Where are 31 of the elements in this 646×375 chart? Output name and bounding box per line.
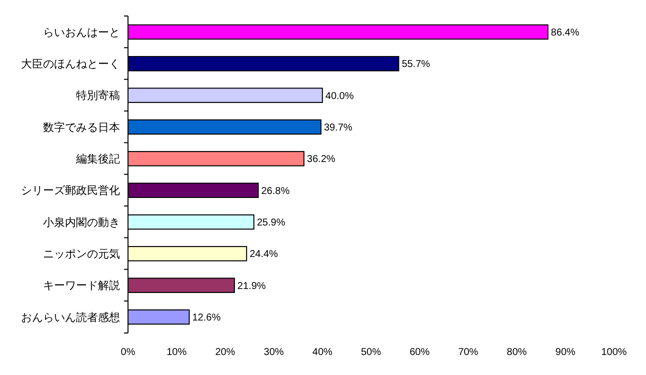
y-tick-label: シリーズ郵政民営化 <box>21 184 120 198</box>
x-tick-label: 30% <box>264 347 284 358</box>
x-tick-label: 60% <box>410 347 430 358</box>
y-tick-label: 大臣のほんねとーく <box>21 58 120 71</box>
data-label: 86.4% <box>550 27 580 38</box>
y-tick-label: らいおんはーと <box>43 26 120 39</box>
data-label: 25.9% <box>256 218 286 229</box>
data-label: 26.8% <box>261 186 290 197</box>
data-label: 12.6% <box>192 312 221 324</box>
y-tick-label: 編集後記 <box>75 152 120 166</box>
data-label: 55.7% <box>402 59 430 70</box>
x-tick-label: 20% <box>215 347 236 358</box>
x-tick-label: 70% <box>458 347 478 358</box>
y-tick-label: おんらいん読者感想 <box>21 310 120 324</box>
x-tick-label: 100% <box>601 347 627 358</box>
y-tick-label: 特別寄稿 <box>76 89 120 102</box>
data-label: 24.4% <box>250 249 278 260</box>
data-label: 39.7% <box>324 122 352 134</box>
x-tick-label: 10% <box>166 347 187 358</box>
y-tick-label: 小泉内閣の動き <box>43 216 120 229</box>
data-label: 40.0% <box>325 90 354 102</box>
y-tick-label: ニッポンの元気 <box>43 248 120 261</box>
x-tick-label: 90% <box>555 347 576 358</box>
x-tick-label: 0% <box>120 347 136 358</box>
data-label: 21.9% <box>237 280 266 292</box>
y-tick-label: キーワード解説 <box>43 279 120 292</box>
y-tick-label: 数字でみる日本 <box>43 120 120 134</box>
x-tick-label: 40% <box>312 347 333 358</box>
x-tick-label: 80% <box>506 347 527 358</box>
data-label: 36.2% <box>306 154 336 166</box>
x-tick-label: 50% <box>360 347 382 358</box>
